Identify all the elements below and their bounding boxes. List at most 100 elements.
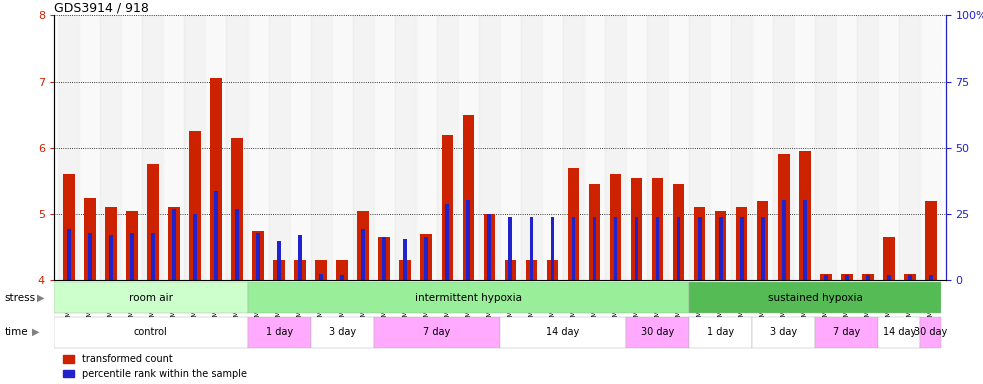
Bar xyxy=(626,316,689,348)
Bar xyxy=(689,282,942,313)
Text: time: time xyxy=(5,327,29,337)
Bar xyxy=(463,115,474,280)
Bar xyxy=(504,260,516,280)
Bar xyxy=(231,138,243,280)
Bar xyxy=(163,15,185,280)
Text: 1 day: 1 day xyxy=(265,327,293,337)
Bar xyxy=(803,200,807,280)
Bar xyxy=(694,207,706,280)
Bar xyxy=(547,260,558,280)
Bar xyxy=(757,201,769,280)
Bar xyxy=(399,260,411,280)
Text: sustained hypoxia: sustained hypoxia xyxy=(768,293,863,303)
Text: 7 day: 7 day xyxy=(423,327,450,337)
Bar xyxy=(214,191,218,280)
Bar xyxy=(530,217,534,280)
Bar xyxy=(172,209,176,280)
Bar xyxy=(908,275,912,280)
Bar xyxy=(656,217,660,280)
Bar xyxy=(488,214,492,280)
Bar xyxy=(84,197,95,280)
Bar xyxy=(626,15,647,280)
Text: ▶: ▶ xyxy=(32,327,40,337)
Bar xyxy=(121,15,143,280)
Bar xyxy=(815,316,879,348)
Bar xyxy=(499,316,626,348)
Bar xyxy=(774,15,794,280)
Bar xyxy=(672,184,684,280)
Bar xyxy=(54,316,248,348)
Bar xyxy=(920,316,942,348)
Bar xyxy=(100,15,121,280)
Bar xyxy=(567,168,579,280)
Bar xyxy=(105,207,117,280)
Bar xyxy=(382,237,386,280)
Bar xyxy=(205,15,226,280)
Text: 30 day: 30 day xyxy=(914,327,948,337)
Bar xyxy=(374,316,499,348)
Bar xyxy=(147,164,158,280)
Bar xyxy=(273,260,285,280)
Bar xyxy=(445,204,449,280)
Bar xyxy=(613,217,617,280)
Bar xyxy=(358,211,369,280)
Bar xyxy=(395,15,416,280)
Bar xyxy=(185,15,205,280)
Bar xyxy=(589,184,601,280)
Bar xyxy=(815,15,837,280)
Bar xyxy=(571,217,575,280)
Bar xyxy=(268,15,290,280)
Bar xyxy=(353,15,374,280)
Bar xyxy=(126,211,138,280)
Bar xyxy=(508,217,512,280)
Bar xyxy=(466,200,470,280)
Bar xyxy=(80,15,100,280)
Bar xyxy=(421,234,433,280)
Text: room air: room air xyxy=(129,293,173,303)
Bar xyxy=(820,274,832,280)
Text: ▶: ▶ xyxy=(37,293,45,303)
Bar xyxy=(526,260,537,280)
Bar xyxy=(130,233,134,280)
Bar xyxy=(752,316,815,348)
Text: 7 day: 7 day xyxy=(834,327,860,337)
Bar xyxy=(710,15,731,280)
Bar xyxy=(609,174,621,280)
Bar xyxy=(883,237,895,280)
Bar xyxy=(837,15,857,280)
Bar xyxy=(799,151,811,280)
Bar xyxy=(378,237,390,280)
Bar xyxy=(58,15,80,280)
Bar xyxy=(294,260,306,280)
Text: GDS3914 / 918: GDS3914 / 918 xyxy=(54,1,149,14)
Bar xyxy=(698,217,702,280)
Bar xyxy=(458,15,479,280)
Text: stress: stress xyxy=(5,293,36,303)
Bar xyxy=(841,274,852,280)
Bar xyxy=(248,15,268,280)
Bar xyxy=(593,217,597,280)
Bar xyxy=(277,240,281,280)
Bar xyxy=(340,275,344,280)
Legend: transformed count, percentile rank within the sample: transformed count, percentile rank withi… xyxy=(59,350,251,383)
Bar xyxy=(652,178,664,280)
Bar xyxy=(248,316,311,348)
Bar xyxy=(676,217,680,280)
Bar xyxy=(63,174,75,280)
Bar xyxy=(257,233,260,280)
Bar xyxy=(635,217,638,280)
Bar xyxy=(824,275,828,280)
Bar xyxy=(740,217,743,280)
Bar xyxy=(719,217,723,280)
Bar xyxy=(605,15,626,280)
Bar xyxy=(563,15,584,280)
Bar xyxy=(862,274,874,280)
Bar xyxy=(887,275,891,280)
Bar xyxy=(929,275,933,280)
Bar xyxy=(542,15,563,280)
Bar xyxy=(584,15,605,280)
Text: 30 day: 30 day xyxy=(641,327,674,337)
Bar xyxy=(235,209,239,280)
Bar xyxy=(484,214,495,280)
Bar xyxy=(879,15,899,280)
